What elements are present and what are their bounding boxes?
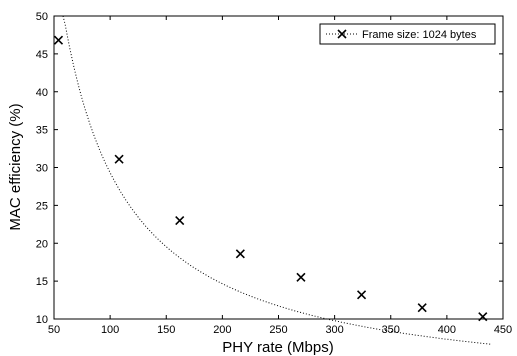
x-tick-label: 50 [48,324,60,336]
x-tick-label: 350 [382,324,400,336]
data-point-marker [417,303,427,313]
data-point-marker [114,154,124,164]
x-tick-label: 150 [157,324,175,336]
x-tick-label: 200 [213,324,231,336]
data-point-marker [53,35,64,45]
y-tick-label: 15 [36,276,48,288]
x-tick-label: 450 [494,324,512,336]
axis-ticks: 50 100 150 200 250 300 350 400 450 10 15 20 25 30 35 40… [36,11,512,336]
x-tick-label: 300 [325,324,343,336]
y-axis-label: MAC efficiency (%) [7,103,24,230]
series-curve-layer [54,15,492,345]
data-point-marker [296,272,306,282]
series-markers [53,35,488,322]
y-tick-label: 20 [36,238,48,250]
data-point-marker [356,290,367,300]
y-tick-label: 40 [36,87,48,99]
data-point-marker [235,249,245,259]
y-tick-label: 30 [36,163,48,175]
y-tick-label: 50 [36,11,48,23]
data-point-marker [175,215,185,226]
legend-marker [337,29,347,39]
legend-series-label: Frame size: 1024 bytes [362,29,477,41]
x-tick-label: 100 [101,324,119,336]
x-axis-label: PHY rate (Mbps) [222,339,333,356]
y-tick-label: 45 [36,49,48,61]
legend: Frame size: 1024 bytes [319,23,496,45]
y-tick-label: 35 [36,125,48,137]
x-tick-label: 250 [269,324,287,336]
series-curve [54,15,492,345]
x-tick-label: 400 [438,324,456,336]
y-tick-label: 10 [36,314,48,326]
data-point-marker [478,312,488,322]
legend-box [319,23,496,45]
plot-frame [53,15,504,320]
y-tick-label: 25 [36,200,48,212]
